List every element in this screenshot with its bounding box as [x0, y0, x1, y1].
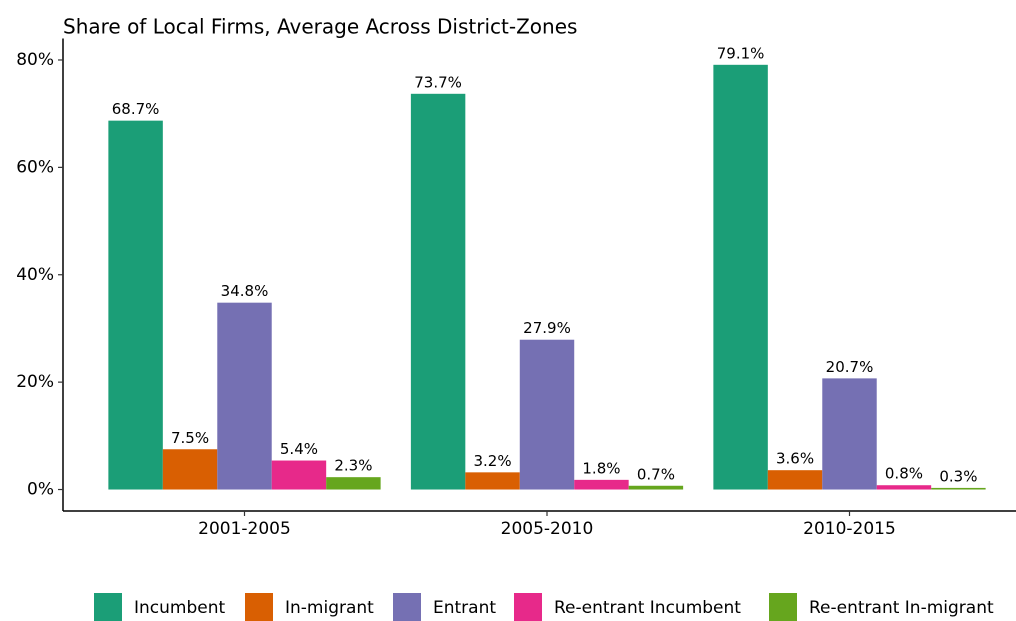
- bar: [326, 477, 381, 490]
- y-tick-label: 0%: [27, 480, 54, 500]
- bar: [410, 93, 466, 490]
- x-tick-label: 2001-2005: [198, 519, 291, 539]
- chart-title: Share of Local Firms, Average Across Dis…: [63, 15, 577, 39]
- value-label: 79.1%: [717, 44, 765, 62]
- legend-label: In-migrant: [285, 598, 374, 618]
- value-label: 3.2%: [473, 452, 511, 470]
- legend-swatch: [514, 593, 542, 621]
- bar: [574, 479, 629, 490]
- legend-label: Entrant: [433, 598, 496, 618]
- bar: [271, 460, 327, 490]
- y-tick-label: 40%: [16, 265, 54, 285]
- bar: [767, 470, 823, 490]
- bar: [628, 485, 684, 490]
- y-tick-label: 20%: [16, 372, 54, 392]
- legend-label: Re-entrant In-migrant: [809, 598, 994, 618]
- value-label: 0.8%: [885, 465, 923, 483]
- value-label: 5.4%: [280, 440, 318, 458]
- value-label: 73.7%: [414, 73, 462, 91]
- value-label: 68.7%: [112, 100, 160, 118]
- bar: [876, 485, 932, 490]
- bar: [465, 472, 520, 490]
- value-label: 20.7%: [826, 358, 874, 376]
- bar: [713, 64, 768, 490]
- value-label: 3.6%: [776, 450, 814, 468]
- legend-swatch: [94, 593, 122, 621]
- bar: [822, 378, 877, 490]
- legend-swatch: [245, 593, 273, 621]
- bar: [162, 449, 218, 490]
- value-label: 1.8%: [582, 459, 620, 477]
- bar: [108, 120, 163, 490]
- value-label: 7.5%: [171, 429, 209, 447]
- value-label: 0.3%: [939, 467, 977, 485]
- value-label: 27.9%: [523, 319, 571, 337]
- bar: [931, 487, 986, 490]
- legend-label: Re-entrant Incumbent: [554, 598, 741, 618]
- bar: [217, 302, 272, 490]
- x-tick-label: 2005-2010: [501, 519, 594, 539]
- legend-swatch: [769, 593, 797, 621]
- value-label: 2.3%: [334, 457, 372, 475]
- legend-label: Incumbent: [134, 598, 225, 618]
- x-tick-label: 2010-2015: [803, 519, 896, 539]
- y-tick-label: 80%: [16, 50, 54, 70]
- value-label: 0.7%: [637, 465, 675, 483]
- y-tick-label: 60%: [16, 157, 54, 177]
- value-label: 34.8%: [221, 282, 269, 300]
- bar: [519, 339, 575, 490]
- legend-swatch: [393, 593, 421, 621]
